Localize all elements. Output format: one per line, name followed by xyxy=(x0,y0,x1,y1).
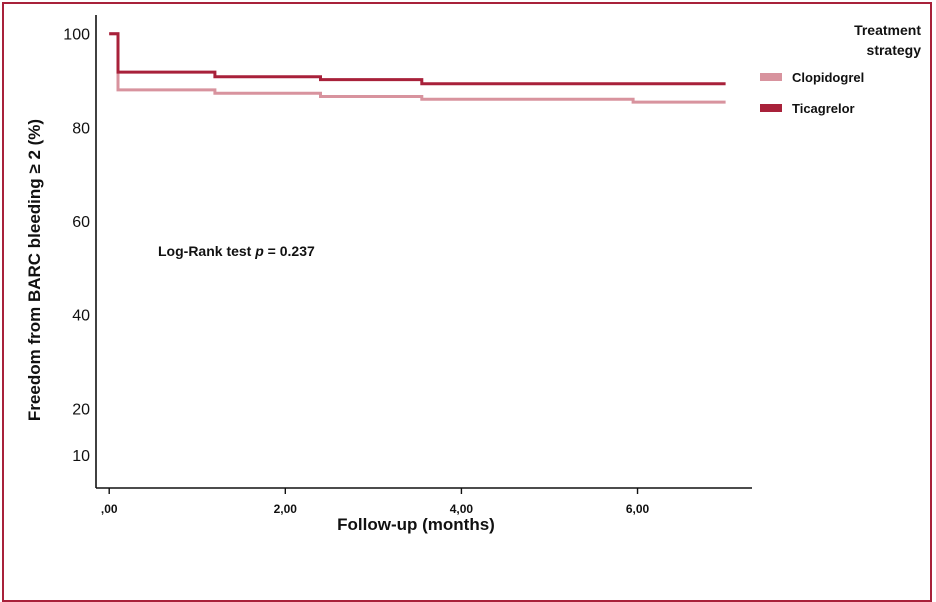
x-tick-label: 4,00 xyxy=(450,502,474,516)
annotation-prefix: Log-Rank test xyxy=(158,243,255,259)
legend-title-line1: Treatment xyxy=(854,22,921,38)
survival-chart: ,00 2,00 4,00 6,00 10 20 40 60 80 100 Freedom fr… xyxy=(25,15,921,534)
annotation-suffix: = 0.237 xyxy=(264,243,315,259)
series-line-ticagrelor xyxy=(109,32,726,86)
legend-label-ticagrelor: Ticagrelor xyxy=(792,101,855,116)
y-axis-title: Freedom from BARC bleeding ≥ 2 (%) xyxy=(25,119,44,421)
y-tick-label: 80 xyxy=(72,120,90,137)
legend-title-line2: strategy xyxy=(867,42,922,58)
y-tick-label: 100 xyxy=(63,27,90,44)
series-layer xyxy=(109,32,726,104)
legend-items: Clopidogrel Ticagrelor xyxy=(760,70,864,116)
y-axis: 10 20 40 60 80 100 xyxy=(63,15,97,488)
series-line-clopidogrel xyxy=(109,32,726,104)
y-tick-label: 60 xyxy=(72,214,90,231)
y-tick-label: 20 xyxy=(72,401,90,418)
legend-label-clopidogrel: Clopidogrel xyxy=(792,70,864,85)
y-tick-label: 10 xyxy=(72,448,90,465)
x-axis: ,00 2,00 4,00 6,00 xyxy=(96,487,752,516)
x-tick-label: ,00 xyxy=(101,502,118,516)
x-axis-title: Follow-up (months) xyxy=(337,515,495,534)
annotation-p: p xyxy=(254,243,264,259)
legend-swatch-clopidogrel xyxy=(760,73,782,81)
log-rank-annotation: Log-Rank test p = 0.237 xyxy=(158,243,315,259)
y-tick-label: 40 xyxy=(72,308,90,325)
legend: Treatment strategy Clopidogrel Ticagrelor xyxy=(760,22,921,116)
x-tick-label: 2,00 xyxy=(274,502,298,516)
x-tick-label: 6,00 xyxy=(626,502,650,516)
legend-swatch-ticagrelor xyxy=(760,104,782,112)
